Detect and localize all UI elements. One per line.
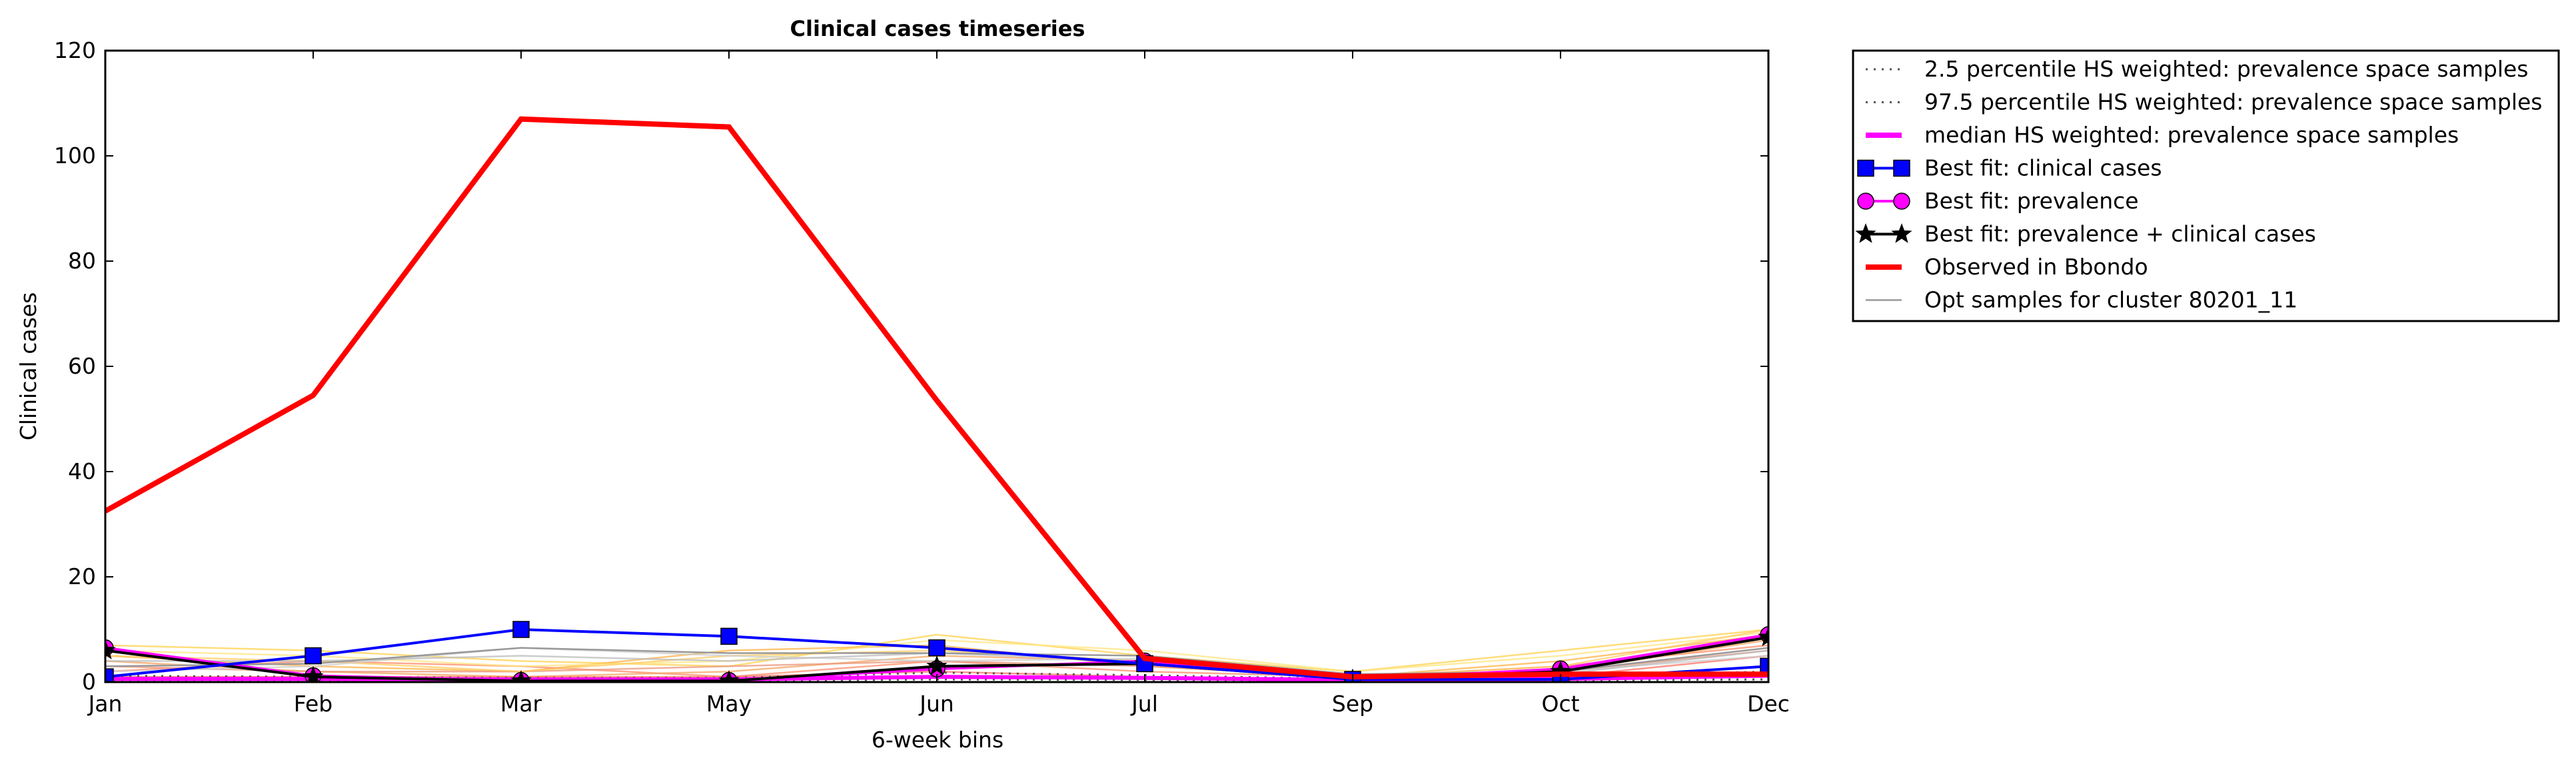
y-tick-label: 60 — [68, 353, 96, 379]
series-3-point-3 — [720, 627, 738, 645]
x-tick-label: Jun — [918, 691, 954, 717]
plot-area — [105, 116, 1768, 682]
series-5-point-0 — [105, 639, 116, 659]
legend-label-3: Best fit: clinical cases — [1924, 155, 2162, 181]
x-tick-label: Feb — [294, 691, 332, 717]
legend-label-0: 2.5 percentile HS weighted: prevalence s… — [1924, 56, 2529, 82]
y-tick-label: 120 — [54, 37, 96, 63]
legend-marker-5-a — [1855, 223, 1876, 243]
y-tick-label: 0 — [82, 669, 96, 695]
series-5-point-8 — [1758, 626, 1768, 647]
x-tick-label: Sep — [1332, 691, 1373, 717]
axes: 0 20 40 60 80 100 120 Jan Feb Mar May Jun Jul Sep Oct D… — [54, 37, 1790, 717]
legend-marker-5-b — [1891, 223, 1912, 243]
x-tick-label: Mar — [500, 691, 542, 717]
x-axis-label: 6-week bins — [872, 727, 1003, 753]
y-tick-label: 40 — [68, 458, 96, 484]
legend-label-4: Best fit: prevalence — [1924, 188, 2139, 214]
legend-marker-4-b — [1893, 193, 1910, 210]
series-3-point-0 — [105, 668, 114, 682]
legend-frame — [1852, 49, 2560, 322]
y-tick-label: 20 — [68, 564, 96, 589]
x-tick-label: Jan — [87, 691, 123, 717]
legend-label-2: median HS weighted: prevalence space sam… — [1924, 122, 2459, 148]
series-5-point-4 — [926, 655, 948, 675]
x-tick-label: Dec — [1747, 691, 1790, 717]
series-3-point-4 — [928, 639, 946, 657]
legend: 2.5 percentile HS weighted: prevalence s… — [1852, 49, 2560, 322]
x-tick-label: Jul — [1130, 691, 1158, 717]
chart-title: Clinical cases timeseries — [790, 16, 1085, 41]
legend-label-7: Opt samples for cluster 80201_11 — [1924, 287, 2297, 313]
y-axis-label: Clinical cases — [15, 292, 41, 441]
series-3-point-2 — [512, 621, 530, 638]
y-tick-label: 100 — [54, 143, 96, 169]
x-tick-label: Oct — [1541, 691, 1579, 717]
legend-label-1: 97.5 percentile HS weighted: prevalence … — [1924, 89, 2543, 115]
series-3-point-1 — [305, 647, 322, 665]
legend-marker-3-a — [1857, 159, 1874, 177]
series-3-point-8 — [1760, 657, 1768, 675]
sample-line-0 — [105, 628, 1768, 673]
legend-marker-3-b — [1893, 159, 1910, 177]
legend-label-5: Best fit: prevalence + clinical cases — [1924, 221, 2316, 247]
legend-marker-4-a — [1857, 193, 1874, 210]
series-line-6 — [105, 116, 1768, 680]
legend-label-6: Observed in Bbondo — [1924, 254, 2148, 280]
x-tick-label: May — [706, 691, 752, 717]
y-tick-label: 80 — [68, 248, 96, 274]
